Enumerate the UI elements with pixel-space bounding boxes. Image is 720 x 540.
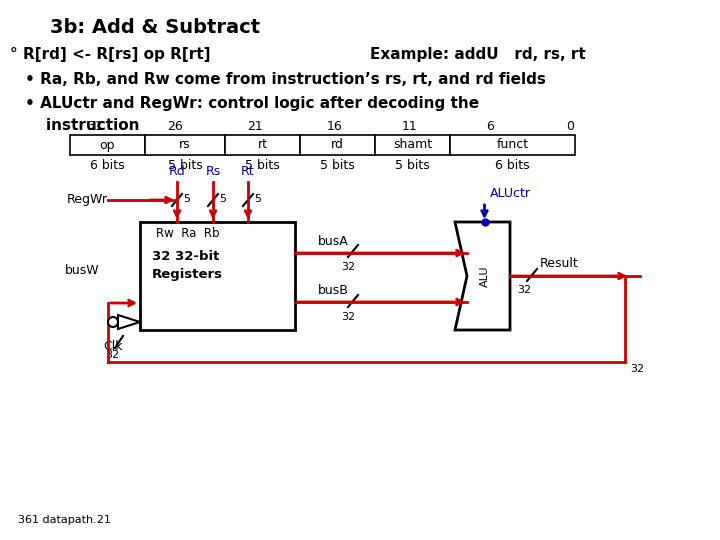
Text: funct: funct (496, 138, 528, 152)
Text: ° R[rd] <- R[rs] op R[rt]: ° R[rd] <- R[rs] op R[rt] (10, 47, 210, 62)
Text: 5 bits: 5 bits (168, 159, 202, 172)
Text: instruction: instruction (25, 118, 140, 133)
Bar (70, 135, 145, 155)
Text: 31: 31 (87, 120, 103, 133)
Text: busW: busW (66, 264, 100, 276)
Text: Rs: Rs (205, 165, 220, 178)
Text: Rw  Ra  Rb: Rw Ra Rb (156, 227, 220, 240)
Text: Registers: Registers (152, 268, 223, 281)
Text: 32: 32 (630, 364, 644, 374)
Text: 5 bits: 5 bits (320, 159, 355, 172)
Text: rd: rd (331, 138, 344, 152)
Text: Rd: Rd (168, 165, 185, 178)
Text: ALU: ALU (480, 265, 490, 287)
Text: 16: 16 (327, 120, 343, 133)
Text: 32: 32 (105, 350, 119, 360)
Text: Rt: Rt (241, 165, 255, 178)
Text: • Ra, Rb, and Rw come from instruction’s rs, rt, and rd fields: • Ra, Rb, and Rw come from instruction’s… (25, 72, 546, 87)
Text: busA: busA (318, 235, 348, 248)
Text: 32: 32 (517, 285, 531, 295)
Text: • ALUctr and RegWr: control logic after decoding the: • ALUctr and RegWr: control logic after … (25, 96, 479, 111)
Text: 5 bits: 5 bits (395, 159, 430, 172)
Polygon shape (118, 315, 140, 329)
Text: 6: 6 (486, 120, 494, 133)
Text: Result: Result (540, 257, 579, 270)
Text: 21: 21 (247, 120, 263, 133)
Text: shamt: shamt (393, 138, 432, 152)
Text: busB: busB (318, 284, 349, 297)
Text: 5: 5 (219, 194, 226, 204)
Text: 6 bits: 6 bits (495, 159, 530, 172)
Text: 0: 0 (566, 120, 574, 133)
Bar (225, 135, 300, 155)
Text: 26: 26 (167, 120, 183, 133)
Text: 32: 32 (341, 262, 355, 272)
Text: ALUctr: ALUctr (490, 187, 531, 200)
Text: RegWr: RegWr (67, 193, 108, 206)
Bar (145, 135, 225, 155)
Text: Clk: Clk (103, 340, 122, 353)
Text: rt: rt (258, 138, 268, 152)
Text: 5: 5 (254, 194, 261, 204)
Bar (300, 135, 375, 155)
Polygon shape (455, 222, 510, 330)
Text: 5: 5 (183, 194, 190, 204)
Text: 3b: Add & Subtract: 3b: Add & Subtract (50, 18, 260, 37)
Text: 11: 11 (402, 120, 418, 133)
Text: Example: addU   rd, rs, rt: Example: addU rd, rs, rt (370, 47, 586, 62)
Bar (375, 135, 450, 155)
Text: rs: rs (179, 138, 191, 152)
Text: 361 datapath.21: 361 datapath.21 (18, 515, 111, 525)
Circle shape (108, 317, 118, 327)
Bar (140, 222, 295, 330)
Text: 6 bits: 6 bits (90, 159, 125, 172)
Text: 32 32-bit: 32 32-bit (152, 250, 220, 263)
Text: 5 bits: 5 bits (245, 159, 280, 172)
Text: op: op (100, 138, 115, 152)
Bar (450, 135, 575, 155)
Text: 32: 32 (341, 312, 355, 322)
